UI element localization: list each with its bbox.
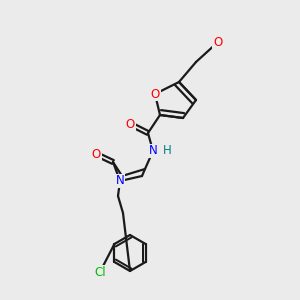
Text: O: O [92, 148, 100, 160]
Text: O: O [125, 118, 135, 130]
Text: O: O [213, 35, 223, 49]
Text: N: N [148, 145, 158, 158]
Text: O: O [150, 88, 160, 100]
Text: H: H [163, 145, 171, 158]
Text: N: N [116, 175, 124, 188]
Text: Cl: Cl [94, 266, 106, 278]
